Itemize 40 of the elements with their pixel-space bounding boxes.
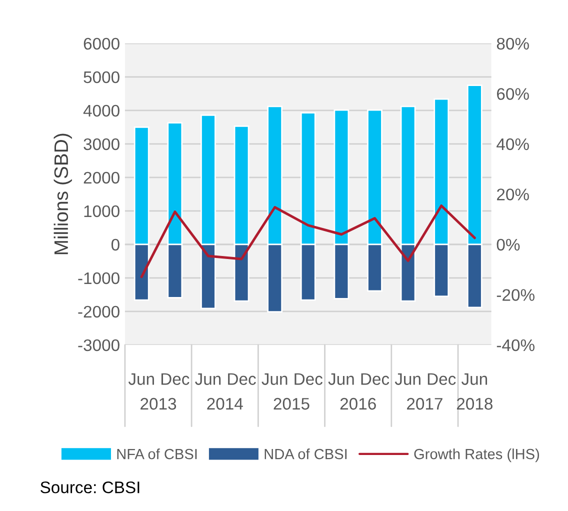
legend-label: NFA of CBSI bbox=[117, 448, 197, 460]
x-tick-label: Jun bbox=[195, 373, 221, 385]
x-tick-label: Dec bbox=[361, 373, 390, 385]
x-tick-label: Dec bbox=[294, 373, 323, 385]
legend-label: NDA of CBSI bbox=[264, 448, 347, 460]
x-tick-label: Dec bbox=[228, 373, 256, 385]
y2-tick-label: -20% bbox=[496, 289, 534, 301]
text: 2016 bbox=[340, 398, 376, 410]
legend-label: Growth Rates (lHS) bbox=[414, 448, 540, 462]
y2-tick-label: 40% bbox=[496, 138, 529, 150]
x-tick-label: Jun bbox=[328, 373, 354, 385]
text: 2013 bbox=[140, 398, 176, 410]
text: 2017 bbox=[407, 398, 442, 410]
y-tick-label: 4000 bbox=[83, 104, 120, 117]
y2-tick-label: 20% bbox=[497, 188, 529, 200]
y2-tick-label: 0% bbox=[496, 238, 520, 251]
x-tick-label: Jun bbox=[461, 373, 488, 385]
y-tick-label: 6000 bbox=[84, 38, 120, 50]
y-tick-label: -1000 bbox=[78, 272, 120, 284]
source-note: Source: CBSI bbox=[40, 481, 140, 494]
x-tick-label: Jun bbox=[128, 373, 154, 385]
text: 2018 bbox=[456, 398, 492, 410]
y-tick-label: 3000 bbox=[84, 138, 120, 150]
x-tick-label: Jun bbox=[262, 373, 288, 385]
y-tick-label: 1000 bbox=[84, 205, 120, 218]
y2-tick-label: 80% bbox=[496, 38, 529, 50]
y-tick-label: 5000 bbox=[84, 71, 120, 84]
y-tick-label: -2000 bbox=[78, 306, 120, 318]
y-tick-label: -3000 bbox=[78, 339, 120, 352]
x-tick-label: Dec bbox=[161, 373, 190, 385]
text: 2014 bbox=[207, 398, 243, 410]
y2-tick-label: -40% bbox=[496, 339, 534, 352]
y-axis-title: Millions (SBD) bbox=[54, 134, 72, 254]
x-tick-label: Dec bbox=[428, 373, 456, 385]
y-tick-label: 0 bbox=[111, 238, 120, 251]
y-tick-label: 2000 bbox=[84, 172, 120, 184]
line-series bbox=[140, 204, 476, 278]
x-tick-label: Jun bbox=[394, 373, 420, 385]
y2-tick-label: 60% bbox=[497, 88, 529, 100]
text: 2015 bbox=[274, 398, 310, 410]
